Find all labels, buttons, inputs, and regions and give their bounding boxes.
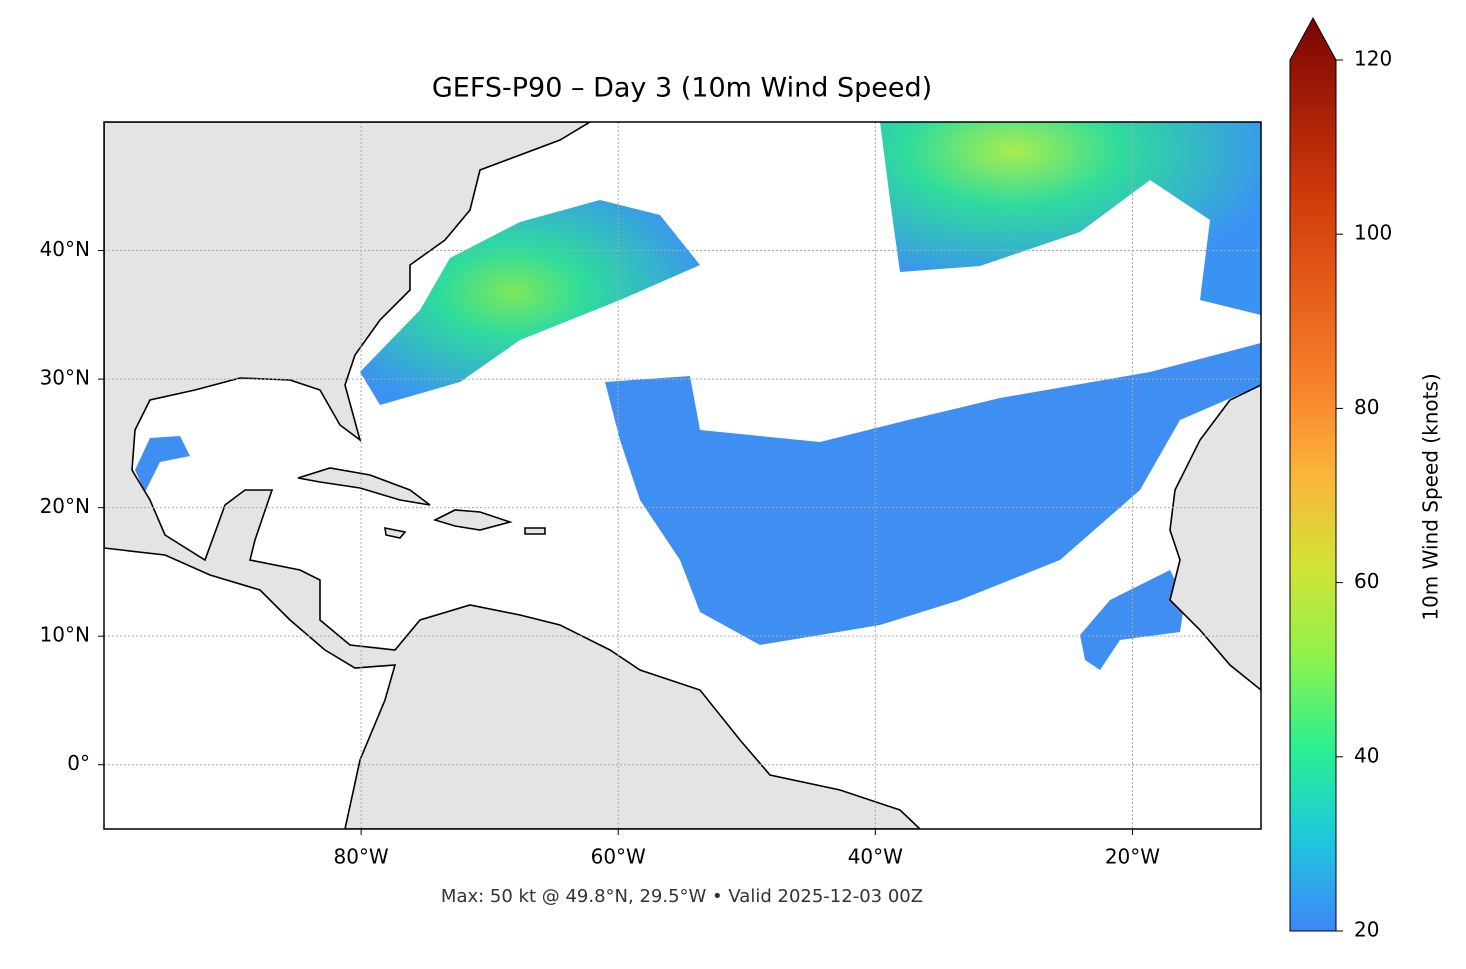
colorbar-tick-label: 120: [1354, 47, 1392, 71]
wind-field: [880, 122, 1261, 315]
x-tick-label: 80°W: [333, 845, 388, 869]
land: [104, 122, 922, 829]
colorbar-tick-label: 80: [1354, 395, 1379, 419]
island: [432, 509, 513, 531]
footnote: Max: 50 kt @ 49.8°N, 29.5°W • Valid 2025…: [441, 886, 923, 907]
wind-field: [605, 343, 1261, 645]
wind-field: [135, 436, 190, 492]
colorbar-label: 10m Wind Speed (knots): [1419, 373, 1443, 620]
colorbar-tick-label: 60: [1354, 569, 1379, 593]
map: [104, 122, 1261, 829]
chart-title: GEFS-P90 – Day 3 (10m Wind Speed): [432, 73, 932, 104]
y-tick-label: 20°N: [40, 494, 90, 518]
colorbar-tick-label: 40: [1354, 743, 1379, 767]
land: [1169, 384, 1261, 692]
island: [384, 526, 407, 539]
y-tick-label: 0°: [67, 751, 90, 775]
x-tick-label: 40°W: [848, 845, 903, 869]
grid: [104, 122, 1261, 829]
colorbar: [1289, 16, 1337, 932]
colorbar-tick-label: 20: [1354, 918, 1379, 942]
axes-frame: [103, 121, 1262, 830]
x-tick-label: 20°W: [1105, 845, 1160, 869]
wind-field: [360, 200, 700, 405]
y-tick-label: 30°N: [40, 366, 90, 390]
island: [297, 467, 431, 506]
x-tick-label: 60°W: [591, 845, 646, 869]
island: [524, 527, 546, 535]
colorbar-tick-label: 100: [1354, 221, 1392, 245]
y-tick-label: 40°N: [40, 237, 90, 261]
y-tick-label: 10°N: [40, 623, 90, 647]
